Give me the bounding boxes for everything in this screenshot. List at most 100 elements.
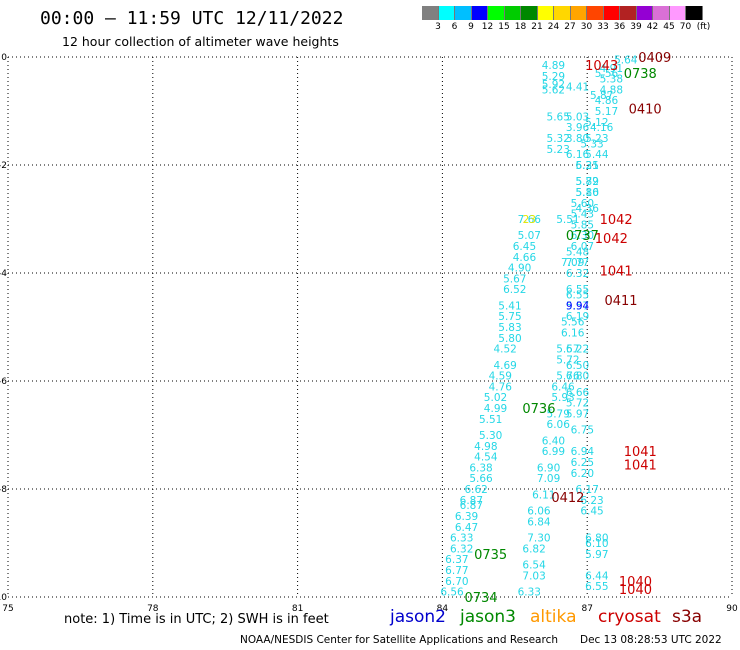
y-tick-label: -2 bbox=[0, 161, 7, 171]
colorbar-swatch bbox=[587, 6, 604, 20]
colorbar-label: 21 bbox=[531, 22, 543, 32]
data-point-label: 5.07 bbox=[518, 230, 541, 242]
data-point-label: 5.67 bbox=[503, 273, 526, 285]
pass-time-label: 1043 bbox=[585, 59, 618, 74]
data-point-label: 4.69 bbox=[493, 360, 516, 372]
data-point-label: 6.06 bbox=[527, 506, 551, 518]
data-point-label: 5.72 bbox=[556, 354, 579, 366]
data-point-label: 5.23 bbox=[585, 133, 608, 145]
colorbar-swatch bbox=[488, 6, 505, 20]
data-point-label: 9.94 bbox=[566, 300, 590, 312]
data-point-label: 5.65 bbox=[547, 111, 570, 123]
data-point-label: 6.55 bbox=[585, 581, 608, 593]
data-point-label: 6.38 bbox=[469, 462, 492, 474]
data-point-label: 5.32 bbox=[547, 133, 570, 145]
data-point-label: 6.16 bbox=[566, 149, 590, 161]
y-tick-label: 0 bbox=[1, 53, 7, 63]
footer-note: note: 1) Time is in UTC; 2) SWH is in fe… bbox=[64, 612, 329, 627]
data-point-label: 6.70 bbox=[445, 576, 468, 588]
data-point-label: 7.77 bbox=[566, 257, 589, 269]
colorbar-swatch bbox=[422, 6, 439, 20]
colorbar-label: 12 bbox=[481, 22, 494, 32]
data-point-label: 5.57 bbox=[566, 300, 589, 312]
pass-time-label: 0411 bbox=[604, 294, 637, 309]
colorbar-label: 70 bbox=[679, 22, 692, 32]
data-point-label: 6.47 bbox=[455, 522, 478, 534]
data-point-label: 4.98 bbox=[474, 441, 497, 453]
data-point-label: 5.44 bbox=[585, 149, 609, 161]
data-point-label: 7.09 bbox=[561, 257, 584, 269]
data-point-label: 5.51 bbox=[556, 214, 579, 226]
colorbar-label: 30 bbox=[580, 22, 593, 32]
y-tick-label: -10 bbox=[0, 593, 7, 603]
colorbar-label: 6 bbox=[451, 22, 458, 32]
colorbar-swatch bbox=[653, 6, 670, 20]
data-point-label: 6.45 bbox=[580, 506, 603, 518]
chart-title: 00:00 – 11:59 UTC 12/11/2022 bbox=[40, 8, 344, 29]
pass-time-label: 0738 bbox=[624, 67, 657, 82]
data-point-label: 4.76 bbox=[489, 381, 513, 393]
data-point-label: 5.64 bbox=[614, 55, 638, 67]
data-point-label: 4.90 bbox=[508, 263, 531, 275]
colorbar-label: 15 bbox=[498, 22, 510, 32]
data-point-label: 6.75 bbox=[571, 425, 594, 437]
data-point-label: 5.79 bbox=[547, 408, 570, 420]
data-point-label: 4.36 bbox=[576, 203, 600, 215]
data-point-label: 5.38 bbox=[600, 74, 623, 86]
colorbar-label: 33 bbox=[597, 22, 609, 32]
data-point-label: 5.56 bbox=[561, 317, 585, 329]
data-point-label: 4.66 bbox=[513, 252, 537, 264]
legend-altika: altika bbox=[530, 607, 577, 627]
data-point-label: 5.72 bbox=[566, 398, 589, 410]
data-point-label: 6.16 bbox=[561, 327, 585, 339]
data-point-label: 6.45 bbox=[513, 241, 536, 253]
data-point-label: 6.80 bbox=[566, 371, 589, 383]
data-point-label: 4.16 bbox=[590, 122, 614, 134]
x-tick-label: 84 bbox=[437, 604, 449, 614]
y-tick-label: -8 bbox=[0, 485, 7, 495]
pass-time-label: 0735 bbox=[474, 548, 507, 563]
colorbar-unit: (ft) bbox=[696, 22, 711, 32]
pass-time-label: 1042 bbox=[595, 232, 628, 247]
data-point-label: 6.19 bbox=[566, 311, 589, 323]
pass-time-label: 0736 bbox=[522, 402, 555, 417]
pass-time-label: 1041 bbox=[624, 445, 657, 460]
data-point-label: 4.91 bbox=[600, 63, 623, 75]
data-point-label: 6.33 bbox=[450, 533, 473, 545]
data-point-label: 6.55 bbox=[566, 290, 589, 302]
pass-time-label: 1041 bbox=[624, 459, 657, 474]
data-point-label: 5.72 bbox=[576, 176, 599, 188]
data-point-label: 6.39 bbox=[455, 511, 478, 523]
data-point-label: 7.30 bbox=[527, 533, 550, 545]
data-point-label: 5.87 bbox=[590, 90, 613, 102]
colorbar-label: 18 bbox=[514, 22, 527, 32]
pass-time-label: 1042 bbox=[600, 213, 633, 228]
data-point-label: 6.94 bbox=[571, 446, 595, 458]
data-point-label: 4.86 bbox=[595, 95, 619, 107]
data-point-label: 6.32 bbox=[450, 543, 473, 555]
colorbar-swatch bbox=[686, 6, 703, 20]
colorbar-label: 36 bbox=[613, 22, 626, 32]
data-point-label: 6.25 bbox=[571, 457, 594, 469]
data-point-label: 3.96 bbox=[566, 122, 590, 134]
data-point-label: 5.85 bbox=[571, 219, 594, 231]
pass-time-label: 1040 bbox=[619, 583, 652, 598]
colorbar-swatch bbox=[504, 6, 521, 20]
pass-time-label: 0737 bbox=[566, 229, 599, 244]
data-point-label: 5.76 bbox=[556, 371, 580, 383]
data-point-label: 5.43 bbox=[571, 209, 594, 221]
data-point-label: 5.93 bbox=[551, 392, 574, 404]
data-point-label: 5.89 bbox=[576, 176, 599, 188]
data-point-label: 6.35 bbox=[576, 160, 599, 172]
colorbar-swatch bbox=[603, 6, 620, 20]
pass-time-label: 0410 bbox=[629, 102, 662, 117]
pass-time-label: 1040 bbox=[619, 575, 652, 590]
x-tick-label: 81 bbox=[292, 604, 303, 614]
colorbar-label: 39 bbox=[630, 22, 642, 32]
data-point-label: 4.41 bbox=[566, 82, 589, 94]
data-point-label: 5.33 bbox=[580, 138, 603, 150]
legend-s3a: s3a bbox=[672, 607, 703, 627]
data-point-label: 6.90 bbox=[537, 462, 560, 474]
colorbar-swatch bbox=[554, 6, 571, 20]
data-point-label: 5.02 bbox=[484, 392, 507, 404]
